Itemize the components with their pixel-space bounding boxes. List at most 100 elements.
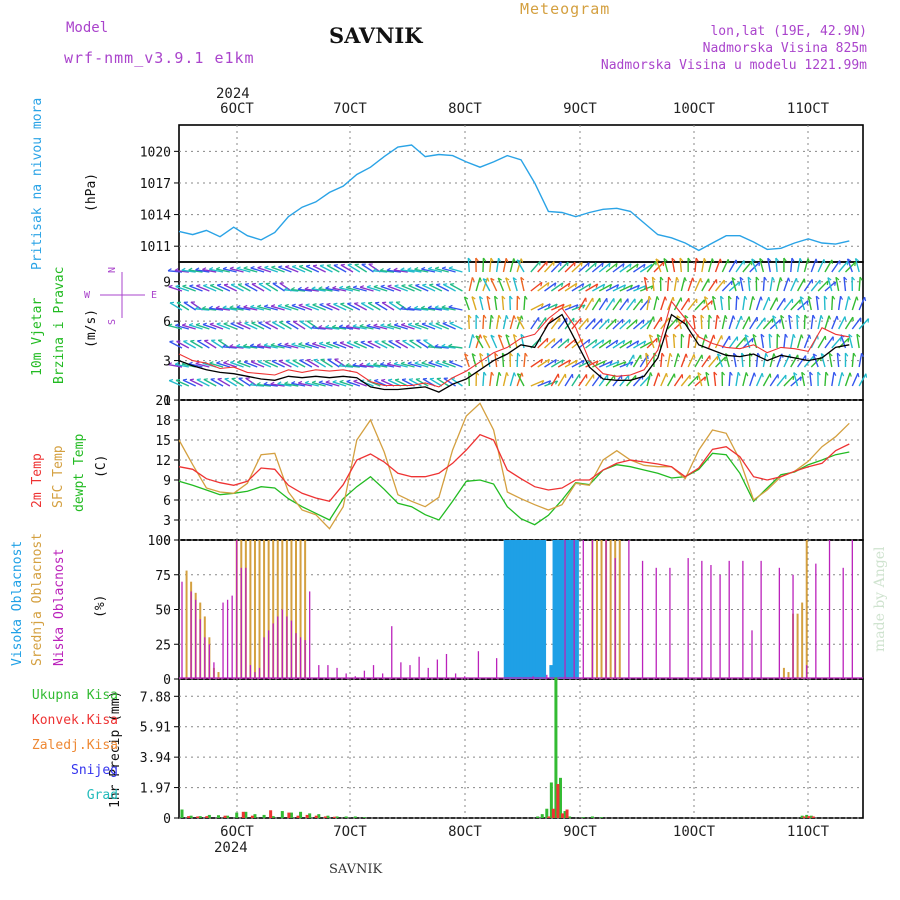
wind-barb-head: [229, 266, 234, 270]
wind-barb: [807, 296, 812, 311]
wind-barb: [394, 285, 408, 292]
wind-barb: [783, 334, 787, 349]
wind-barb: [216, 362, 231, 368]
wind-barb-head: [482, 278, 488, 281]
wind-y-tick-label: 9: [163, 276, 171, 291]
wind-barb: [505, 277, 511, 292]
pressure-y-tick-label: 1017: [140, 177, 171, 192]
wind-barb: [443, 377, 456, 387]
wind-barb: [182, 285, 196, 292]
wind-barb-head: [388, 378, 393, 381]
wind-barb-head: [203, 283, 208, 287]
cloud-mid-bar: [258, 540, 261, 679]
wind-barb: [312, 343, 326, 349]
wind-barb: [352, 286, 367, 292]
wind-barb: [373, 286, 388, 292]
wind-barb: [224, 378, 238, 387]
cloud-low-bar: [318, 665, 320, 679]
wind-barb-head: [776, 333, 781, 338]
wind-barb: [209, 307, 224, 311]
wind-barb: [325, 287, 340, 292]
wind-barb-head: [182, 378, 188, 381]
wind-barb-head: [428, 360, 433, 364]
wind-barb: [817, 259, 825, 273]
wind-barb-head: [475, 257, 479, 262]
wind-barb: [772, 315, 778, 330]
wind-barb: [359, 325, 374, 330]
wind-barb-head: [291, 381, 296, 384]
wind-barb: [537, 303, 551, 311]
wind-barb-head: [608, 339, 612, 344]
wind-barb-head: [183, 340, 188, 342]
cloud-low-bar: [851, 540, 853, 679]
wind-barb: [428, 268, 443, 273]
wind-barb-head: [704, 296, 709, 300]
wind-barb-head: [352, 362, 357, 366]
precip-total-bar: [207, 814, 211, 818]
wind-barb: [619, 361, 634, 368]
wind-barb-head: [834, 281, 837, 286]
wind-barb-head: [509, 352, 513, 357]
wind-barb: [626, 340, 639, 349]
wind-barb: [812, 353, 819, 368]
cloud-mid-bar: [276, 540, 279, 679]
cloud-low-bar: [226, 599, 229, 679]
wind-barb: [557, 359, 571, 368]
wind-barb-head: [704, 376, 707, 381]
wind-barb-head: [380, 284, 385, 288]
wind-barb: [846, 258, 853, 273]
wind-barb-head: [176, 340, 181, 343]
precip-total-bar: [226, 815, 230, 818]
cloud-low-bar: [573, 540, 575, 679]
cloud-low-bar: [778, 567, 781, 679]
wind-barb-head: [856, 296, 859, 301]
wind-barbs-layer: [167, 257, 870, 387]
precip-total-bar: [800, 815, 804, 818]
wind-barb: [209, 362, 224, 368]
wind-barb-head: [582, 304, 586, 309]
wind-barb: [701, 258, 705, 273]
model-name: wrf-nmm_v3.9.1 e1km: [64, 49, 255, 67]
wind-barb-head: [833, 371, 837, 376]
wind-barb-head: [471, 277, 475, 282]
wind-barb-head: [513, 372, 517, 377]
cloud-low-bar: [181, 581, 183, 679]
wind-barb: [292, 359, 306, 368]
wind-barb-head: [299, 359, 304, 361]
wind-barb-head: [505, 334, 510, 338]
wind-barb-head: [547, 359, 550, 364]
wind-barb: [509, 258, 515, 273]
wind-barb-head: [401, 322, 406, 326]
wind-barb: [353, 380, 367, 387]
wind-barb: [530, 317, 540, 330]
wind-barb: [856, 334, 860, 349]
precip-convective-bar: [287, 812, 291, 818]
wind-barb-head: [717, 353, 722, 357]
wind-barb: [361, 263, 374, 273]
wind-axis-label-2: Brzina i Pravac: [52, 266, 67, 384]
cloud-low-bar: [290, 620, 293, 679]
wind-barb: [366, 325, 381, 330]
wind-barb-head: [621, 319, 624, 324]
wind-barb-head: [524, 352, 528, 357]
wind-barb: [216, 323, 231, 330]
wind-barb: [346, 286, 361, 292]
cloud-low-bar: [687, 558, 689, 679]
wind-barb: [479, 353, 484, 368]
wind-barb: [359, 286, 374, 292]
wind-barb: [530, 303, 544, 311]
wind-barb: [449, 361, 463, 368]
wind-barb: [716, 353, 724, 368]
cloud-high-bar: [503, 540, 508, 679]
wind-barb-head: [202, 267, 207, 271]
wind-barb: [380, 285, 395, 292]
wind-barb: [626, 284, 640, 292]
wind-barb: [598, 339, 612, 349]
wind-barb-head: [325, 324, 330, 328]
wind-barb-head: [189, 284, 194, 287]
wind-barb: [768, 333, 771, 349]
wind-barb-head: [464, 296, 469, 300]
wind-barb: [401, 285, 415, 292]
wind-barb-head: [807, 295, 812, 300]
precip-total-bar: [590, 816, 594, 818]
